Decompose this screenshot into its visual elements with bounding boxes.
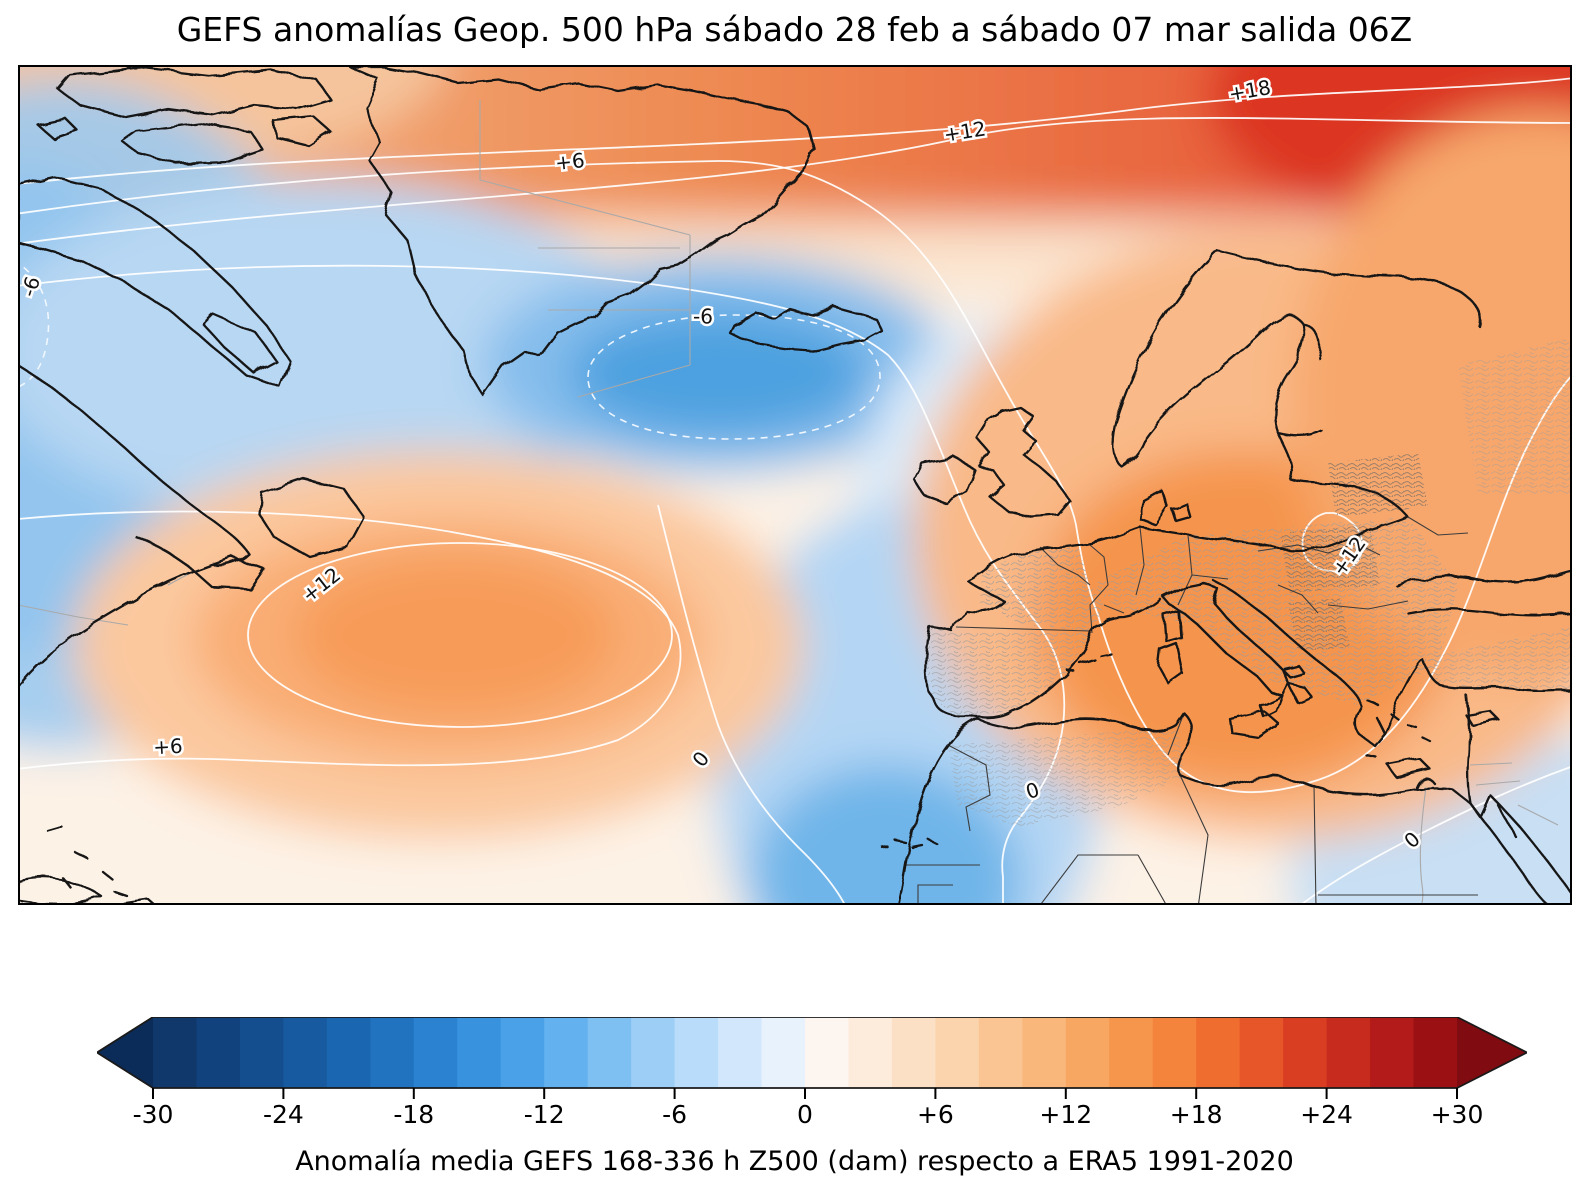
colorbar-shape: [1457, 1017, 1527, 1088]
map-frame: [18, 65, 1572, 905]
colorbar-segment: [805, 1017, 850, 1088]
colorbar-segment: [370, 1017, 415, 1088]
colorbar-tick-label: -24: [262, 1100, 304, 1129]
colorbar-segment: [1196, 1017, 1241, 1088]
colorbar-segment: [544, 1017, 589, 1088]
arctic-islands-coast: [36, 65, 332, 165]
colorbar-segment: [239, 1017, 284, 1088]
admin-speckle: [926, 337, 1572, 827]
colorbar-segment: [587, 1017, 632, 1088]
greenland-coast: [348, 65, 816, 397]
great-britain-coast: [974, 405, 1072, 519]
nw-europe-coast: [950, 525, 1142, 633]
aegean-islands: [1364, 699, 1432, 759]
canary-islands: [878, 837, 938, 849]
baffin-coast: [18, 175, 292, 389]
colorbar-tick-label: -30: [132, 1100, 174, 1129]
colorbar-segment: [1065, 1017, 1110, 1088]
colorbar-segment: [1370, 1017, 1415, 1088]
colorbar-tick-label: +12: [1039, 1100, 1093, 1129]
colorbar-caption: Anomalía media GEFS 168-336 h Z500 (dam)…: [295, 1146, 1294, 1177]
colorbar-segment: [1152, 1017, 1197, 1088]
bahamas-coast: [46, 825, 128, 897]
colorbar-segment: [1283, 1017, 1328, 1088]
colorbar: [95, 1016, 1529, 1109]
nova-scotia-coast: [192, 555, 266, 591]
contour-label: +12: [942, 116, 987, 146]
sicily-sardinia-corsica-coast: [1156, 609, 1280, 739]
contour-label: +6: [153, 734, 184, 760]
colorbar-segment: [978, 1017, 1023, 1088]
colorbar-segment: [326, 1017, 371, 1088]
page-title: GEFS anomalías Geop. 500 hPa sábado 28 f…: [176, 10, 1413, 49]
red-sea-coast: [1468, 793, 1572, 905]
colorbar-segment: [500, 1017, 545, 1088]
country-borders: [905, 516, 1478, 905]
colorbar-tick-label: 0: [797, 1100, 813, 1129]
gulf-st-lawrence-coast: [134, 535, 250, 573]
colorbar-segment: [761, 1017, 806, 1088]
colorbar-segment: [1326, 1017, 1371, 1088]
scandinavia-coast: [1111, 249, 1483, 552]
colorbar-tick-labels: -30 -24 -18 -12 -6 0 +6 +12 +18 +24 +30: [0, 1100, 1589, 1136]
denmark-coast: [1138, 487, 1192, 527]
colorbar-segment: [935, 1017, 980, 1088]
colorbar-tick-label: +30: [1430, 1100, 1484, 1129]
colorbar-segment: [153, 1017, 198, 1088]
morocco-coast: [896, 717, 980, 905]
iceland-coast: [728, 305, 884, 353]
colorbar-segment: [283, 1017, 328, 1088]
colorbar-segment: [718, 1017, 763, 1088]
north-africa-coast: [976, 711, 1472, 805]
colorbar-tick-label: -6: [662, 1100, 688, 1129]
contour-label: -6: [693, 305, 713, 329]
colorbar-shape: [97, 1017, 153, 1088]
colorbar-tick-label: +18: [1169, 1100, 1223, 1129]
colorbar-segment: [1413, 1017, 1458, 1088]
balearics-coast: [1064, 651, 1112, 673]
map-content: +6+12+18-6-6+12+6 00+120: [18, 65, 1572, 905]
colorbar-segment: [1109, 1017, 1154, 1088]
colorbar-tick-label: -12: [523, 1100, 565, 1129]
iberia-coast: [924, 597, 1162, 719]
newfoundland-coast: [258, 477, 366, 559]
anomaly-map-svg: +6+12+18-6-6+12+6 00+120: [18, 65, 1572, 905]
colorbar-segment: [631, 1017, 676, 1088]
contour-label: +6: [554, 148, 586, 175]
us-east-coast: [18, 569, 196, 689]
colorbar-segment: [1239, 1017, 1284, 1088]
colorbar-segment: [457, 1017, 502, 1088]
ireland-coast: [912, 455, 976, 505]
labrador-coast: [18, 363, 250, 555]
colorbar-svg: [95, 1016, 1529, 1099]
levant-coast: [1464, 693, 1472, 805]
colorbar-tick-label: +24: [1300, 1100, 1353, 1129]
black-sea-turkey-coast: [1396, 568, 1572, 693]
colorbar-segment: [196, 1017, 241, 1088]
colorbar-segment: [848, 1017, 893, 1088]
colorbar-segment: [891, 1017, 936, 1088]
colorbar-segment: [674, 1017, 719, 1088]
map-panel: +6 +12 +18 -6 -6 +12 +6 0 0 +12 0: [18, 65, 1572, 905]
crete-cyprus-coast: [1386, 709, 1500, 779]
colorbar-segment: [1022, 1017, 1067, 1088]
coastlines: [18, 65, 1572, 905]
colorbar-tick-label: +6: [916, 1100, 954, 1129]
colorbar-tick-label: -18: [393, 1100, 435, 1129]
colorbar-segment: [413, 1017, 458, 1088]
balkans-greece-coast: [1212, 579, 1424, 747]
italy-coast: [1161, 581, 1314, 719]
